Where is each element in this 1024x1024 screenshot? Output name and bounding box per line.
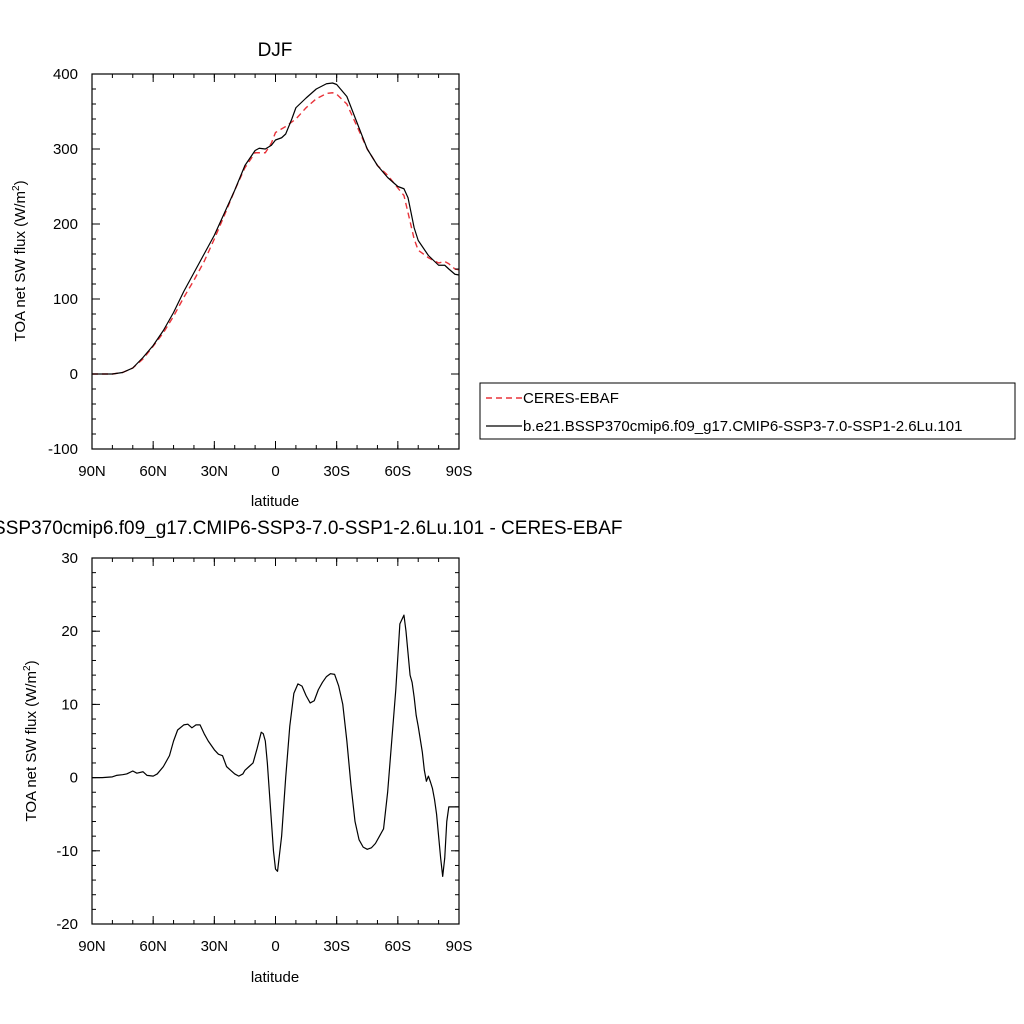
bottom-x-axis-label: latitude bbox=[251, 969, 299, 986]
top-x-tick-label: 90N bbox=[78, 463, 106, 480]
legend-label-ceres: CERES-EBAF bbox=[523, 390, 619, 407]
top-x-tick-label: 30S bbox=[323, 463, 350, 480]
bottom-y-tick-label: 30 bbox=[61, 550, 78, 567]
top-x-axis-label: latitude bbox=[251, 493, 299, 510]
bottom-y-tick-label: -20 bbox=[56, 916, 78, 933]
top-x-tick-label: 60N bbox=[139, 463, 167, 480]
bottom-x-tick-label: 60N bbox=[139, 938, 167, 955]
bottom-y-tick-label: 20 bbox=[61, 623, 78, 640]
bottom-x-tick-label: 30S bbox=[323, 938, 350, 955]
top-series-line-0 bbox=[92, 92, 460, 375]
top-series-line-1 bbox=[92, 82, 460, 375]
top-x-tick-label: 60S bbox=[384, 463, 411, 480]
bottom-x-tick-label: 0 bbox=[271, 938, 279, 955]
top-y-tick-label: 200 bbox=[53, 216, 78, 233]
bottom-y-ticks: -20 -10 0 10 20 30 bbox=[56, 550, 459, 933]
top-plot-series bbox=[92, 82, 460, 375]
bottom-y-axis-label: TOA net SW flux (W/m2) bbox=[22, 660, 40, 821]
legend-label-model: b.e21.BSSP370cmip6.f09_g17.CMIP6-SSP3-7.… bbox=[523, 418, 962, 435]
bottom-plot-series bbox=[92, 614, 459, 878]
bottom-y-tick-label: -10 bbox=[56, 843, 78, 860]
top-x-tick-label: 0 bbox=[271, 463, 279, 480]
top-y-ticks: -100 0 100 200 300 400 bbox=[48, 66, 459, 458]
legend: CERES-EBAF b.e21.BSSP370cmip6.f09_g17.CM… bbox=[479, 382, 1016, 440]
bottom-panel: b.e21.BSSP370cmip6.f09_g17.CMIP6-SSP3-7.… bbox=[0, 518, 622, 986]
top-y-axis-label: TOA net SW flux (W/m2) bbox=[11, 180, 29, 341]
bottom-chart-title: b.e21.BSSP370cmip6.f09_g17.CMIP6-SSP3-7.… bbox=[0, 518, 622, 539]
bottom-x-tick-label: 90S bbox=[446, 938, 473, 955]
legend-box bbox=[479, 382, 1016, 440]
top-chart-title: DJF bbox=[258, 40, 293, 61]
top-plot-frame bbox=[91, 73, 460, 450]
bottom-x-tick-label: 30N bbox=[201, 938, 229, 955]
top-x-ticks: 90N 60N 30N 0 30S 60S 90S bbox=[78, 74, 472, 480]
top-panel: DJF 90N 60N 30N 0 30S 60S 90S -100 0 100 200 300 40… bbox=[11, 40, 472, 510]
bottom-x-tick-label: 90N bbox=[78, 938, 106, 955]
top-y-tick-label: -100 bbox=[48, 441, 78, 458]
top-x-tick-label: 30N bbox=[201, 463, 229, 480]
bottom-y-tick-label: 10 bbox=[61, 696, 78, 713]
top-y-tick-label: 0 bbox=[70, 366, 78, 383]
top-y-tick-label: 400 bbox=[53, 66, 78, 83]
top-y-tick-label: 100 bbox=[53, 291, 78, 308]
bottom-series-line-0 bbox=[92, 614, 459, 878]
top-x-tick-label: 90S bbox=[446, 463, 473, 480]
bottom-x-tick-label: 60S bbox=[384, 938, 411, 955]
bottom-x-ticks: 90N 60N 30N 0 30S 60S 90S bbox=[78, 558, 472, 955]
top-y-tick-label: 300 bbox=[53, 141, 78, 158]
bottom-y-tick-label: 0 bbox=[70, 770, 78, 787]
